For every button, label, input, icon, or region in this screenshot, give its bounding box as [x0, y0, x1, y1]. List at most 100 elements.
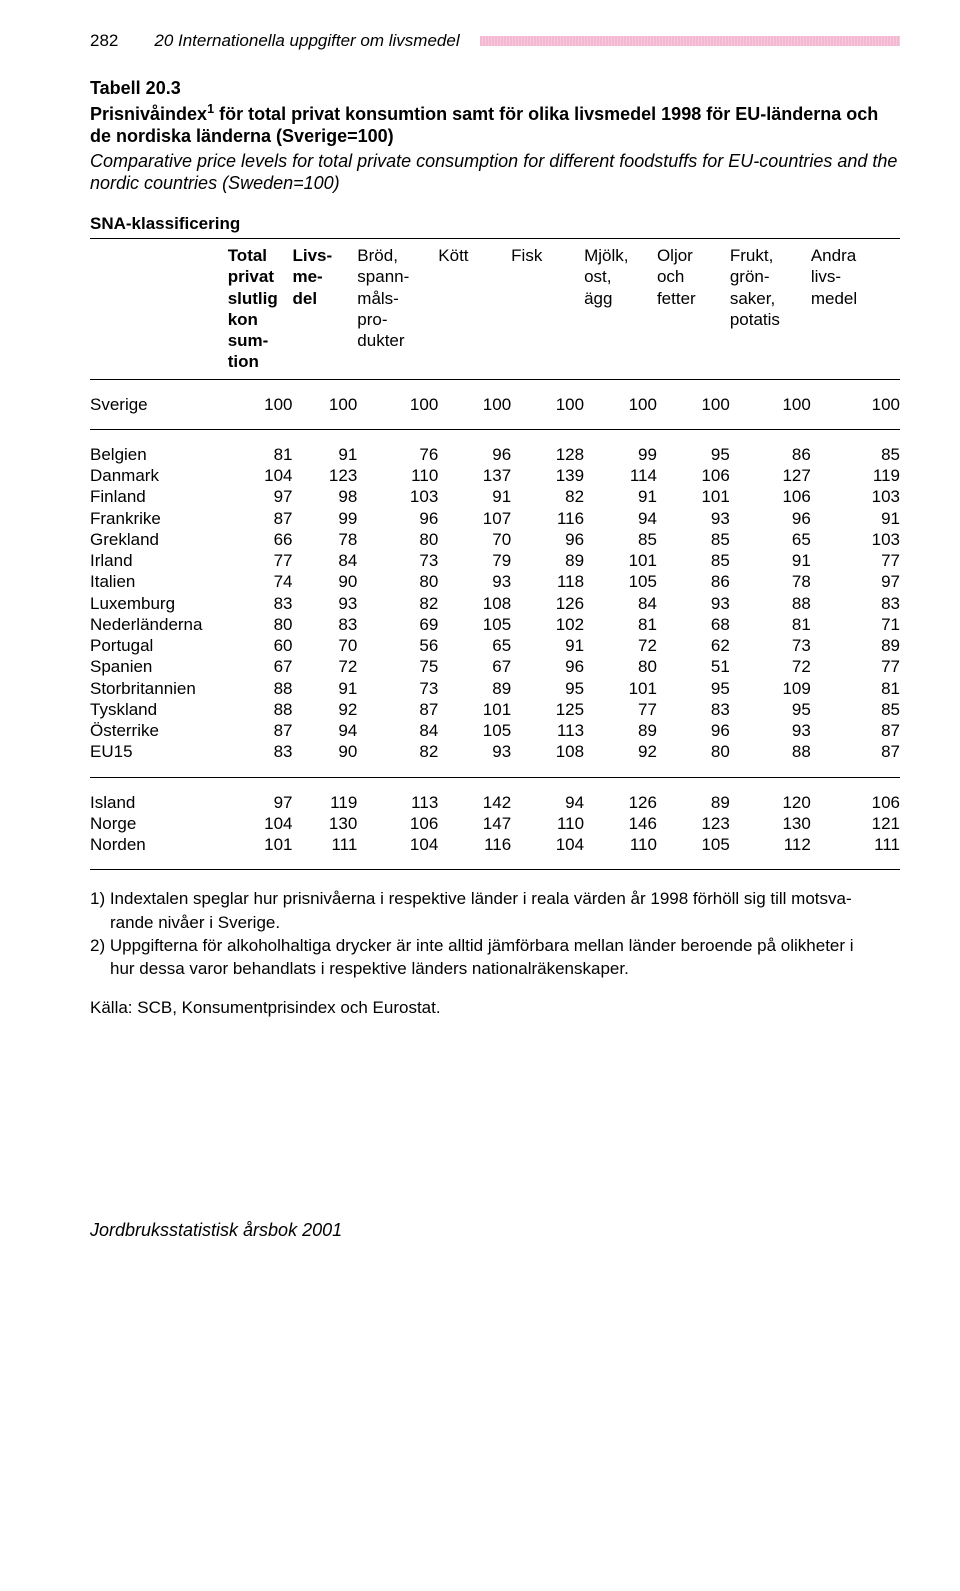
- cell-value: 100: [438, 394, 511, 415]
- cell-value: 103: [811, 529, 900, 550]
- cell-value: 85: [657, 529, 730, 550]
- cell-value: 110: [511, 813, 584, 834]
- cell-value: 92: [292, 699, 357, 720]
- cell-value: 80: [357, 571, 438, 592]
- cell-value: 89: [511, 550, 584, 571]
- column-header: Fisk: [511, 239, 584, 379]
- table-row: Österrike87948410511389969387: [90, 720, 900, 741]
- cell-value: 90: [292, 571, 357, 592]
- table-title-sv: Prisnivåindex1 för total privat konsumti…: [90, 102, 900, 148]
- cell-value: 96: [657, 720, 730, 741]
- cell-value: 83: [811, 593, 900, 614]
- table-row: Danmark104123110137139114106127119: [90, 465, 900, 486]
- footnote-1a: 1) Indextalen speglar hur prisnivåerna i…: [90, 888, 900, 909]
- cell-value: 105: [438, 614, 511, 635]
- cell-value: 88: [228, 678, 293, 699]
- row-label: Österrike: [90, 720, 228, 741]
- cell-value: 146: [584, 813, 657, 834]
- cell-value: 84: [357, 720, 438, 741]
- cell-value: 87: [228, 720, 293, 741]
- cell-value: 99: [584, 444, 657, 465]
- cell-value: 116: [438, 834, 511, 855]
- cell-value: 91: [292, 444, 357, 465]
- cell-value: 101: [584, 550, 657, 571]
- cell-value: 104: [511, 834, 584, 855]
- cell-value: 89: [438, 678, 511, 699]
- column-header: Totalprivatslutligkonsum-tion: [228, 239, 293, 379]
- cell-value: 100: [657, 394, 730, 415]
- cell-value: 96: [438, 444, 511, 465]
- cell-value: 100: [292, 394, 357, 415]
- cell-value: 90: [292, 741, 357, 762]
- table-title-en: Comparative price levels for total priva…: [90, 150, 900, 195]
- cell-value: 108: [438, 593, 511, 614]
- row-label: Sverige: [90, 394, 228, 415]
- cell-value: 65: [730, 529, 811, 550]
- cell-value: 82: [511, 486, 584, 507]
- cell-value: 84: [292, 550, 357, 571]
- cell-value: 110: [357, 465, 438, 486]
- cell-value: 101: [438, 699, 511, 720]
- cell-value: 97: [228, 792, 293, 813]
- cell-value: 105: [584, 571, 657, 592]
- cell-value: 83: [292, 614, 357, 635]
- footnotes: 1) Indextalen speglar hur prisnivåerna i…: [90, 888, 900, 979]
- cell-value: 85: [584, 529, 657, 550]
- cell-value: 94: [292, 720, 357, 741]
- cell-value: 96: [357, 508, 438, 529]
- cell-value: 113: [511, 720, 584, 741]
- cell-value: 67: [228, 656, 293, 677]
- column-header: Andralivs-medel: [811, 239, 900, 379]
- table-row: Norge104130106147110146123130121: [90, 813, 900, 834]
- cell-value: 73: [357, 550, 438, 571]
- running-header: 282 20 Internationella uppgifter om livs…: [90, 30, 900, 51]
- cell-value: 92: [584, 741, 657, 762]
- row-label: Belgien: [90, 444, 228, 465]
- cell-value: 78: [292, 529, 357, 550]
- cell-value: 89: [584, 720, 657, 741]
- cell-value: 67: [438, 656, 511, 677]
- cell-value: 98: [292, 486, 357, 507]
- cell-value: 112: [730, 834, 811, 855]
- cell-value: 73: [730, 635, 811, 656]
- cell-value: 80: [228, 614, 293, 635]
- cell-value: 88: [730, 593, 811, 614]
- cell-value: 87: [228, 508, 293, 529]
- table-row: Norden101111104116104110105112111: [90, 834, 900, 855]
- column-header: [90, 239, 228, 379]
- cell-value: 75: [357, 656, 438, 677]
- cell-value: 106: [730, 486, 811, 507]
- table-row: Island971191131429412689120106: [90, 792, 900, 813]
- cell-value: 111: [292, 834, 357, 855]
- row-label: Italien: [90, 571, 228, 592]
- cell-value: 74: [228, 571, 293, 592]
- cell-value: 130: [292, 813, 357, 834]
- table-row: Nederländerna80836910510281688171: [90, 614, 900, 635]
- cell-value: 95: [657, 444, 730, 465]
- table-body: Sverige100100100100100100100100100Belgie…: [90, 379, 900, 871]
- cell-value: 114: [584, 465, 657, 486]
- cell-value: 106: [811, 792, 900, 813]
- footnote-1b: rande nivåer i Sverige.: [90, 912, 900, 933]
- row-label: EU15: [90, 741, 228, 762]
- table-header-row: Totalprivatslutligkonsum-tionLivs-me-del…: [90, 239, 900, 379]
- row-label: Norge: [90, 813, 228, 834]
- cell-value: 127: [730, 465, 811, 486]
- cell-value: 137: [438, 465, 511, 486]
- column-header: Kött: [438, 239, 511, 379]
- cell-value: 87: [811, 720, 900, 741]
- row-label: Tyskland: [90, 699, 228, 720]
- cell-value: 85: [657, 550, 730, 571]
- cell-value: 81: [811, 678, 900, 699]
- row-label: Irland: [90, 550, 228, 571]
- cell-value: 87: [811, 741, 900, 762]
- cell-value: 60: [228, 635, 293, 656]
- table-row: Finland9798103918291101106103: [90, 486, 900, 507]
- cell-value: 95: [657, 678, 730, 699]
- table-row: Tyskland88928710112577839585: [90, 699, 900, 720]
- cell-value: 88: [730, 741, 811, 762]
- cell-value: 100: [511, 394, 584, 415]
- cell-value: 101: [228, 834, 293, 855]
- cell-value: 106: [357, 813, 438, 834]
- row-label: Grekland: [90, 529, 228, 550]
